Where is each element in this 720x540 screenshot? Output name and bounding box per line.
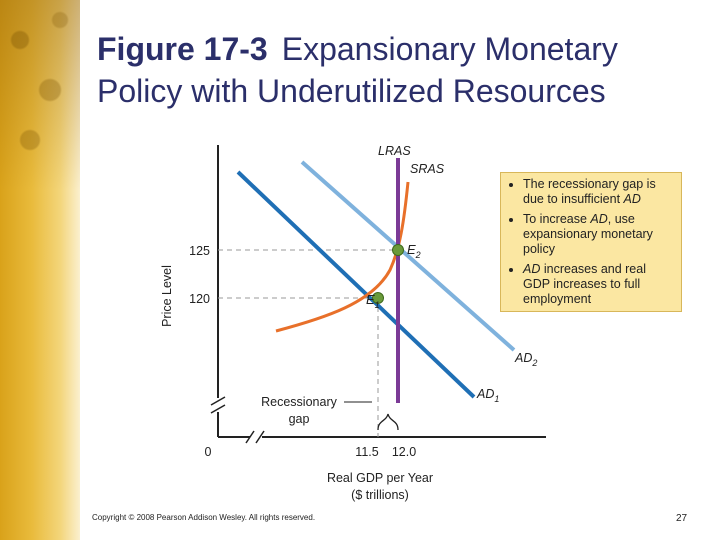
explanation-list: The recessionary gap is due to insuffici…: [507, 177, 675, 307]
gap-label-line2: gap: [289, 412, 310, 426]
copyright-text: Copyright © 2008 Pearson Addison Wesley.…: [92, 513, 316, 522]
decorative-side-strip: [0, 0, 80, 540]
page-number: 27: [676, 513, 688, 524]
e2-point: [392, 244, 404, 256]
note-item: To increase AD, use expansionary monetar…: [523, 212, 675, 257]
origin-label: 0: [205, 445, 212, 459]
e1-label: E1: [366, 292, 380, 310]
e1-point: [372, 292, 384, 304]
sras-curve: [275, 181, 410, 333]
decorative-photo-strip: [0, 0, 80, 190]
e2-label: E2: [407, 242, 421, 260]
figure-title-text: Expansionary Monetary Policy with Underu…: [97, 31, 618, 109]
note-item: The recessionary gap is due to insuffici…: [523, 177, 675, 207]
x-tick-12-0: 12.0: [392, 445, 416, 459]
x-axis-break-mark-1: [245, 430, 255, 444]
ad1-label: AD1: [476, 387, 499, 404]
ad1-curve: [236, 170, 476, 399]
sras-label: SRAS: [410, 162, 445, 176]
y-tick-125: 125: [189, 244, 210, 258]
slide-title: Figure 17-3 Expansionary Monetary Policy …: [97, 28, 707, 112]
ad2-label: AD2: [514, 351, 537, 368]
note-item: AD increases and real GDP increases to f…: [523, 262, 675, 307]
gap-brace: [377, 413, 399, 431]
x-axis-label-line1: Real GDP per Year: [327, 471, 433, 485]
y-axis-break-mark-1: [210, 396, 226, 406]
figure-number: Figure 17-3: [97, 31, 268, 67]
gap-label-line1: Recessionary: [261, 395, 337, 409]
y-axis-break-mark-2: [210, 404, 226, 414]
ad2-curve: [300, 160, 516, 352]
y-axis-label: Price Level: [160, 265, 174, 327]
lras-label: LRAS: [378, 144, 411, 158]
y-tick-120: 120: [189, 292, 210, 306]
x-axis-label-line2: ($ trillions): [351, 488, 409, 502]
explanation-box: The recessionary gap is due to insuffici…: [500, 172, 682, 312]
x-axis-break-mark-2: [255, 430, 265, 444]
x-tick-11-5: 11.5: [355, 445, 378, 459]
